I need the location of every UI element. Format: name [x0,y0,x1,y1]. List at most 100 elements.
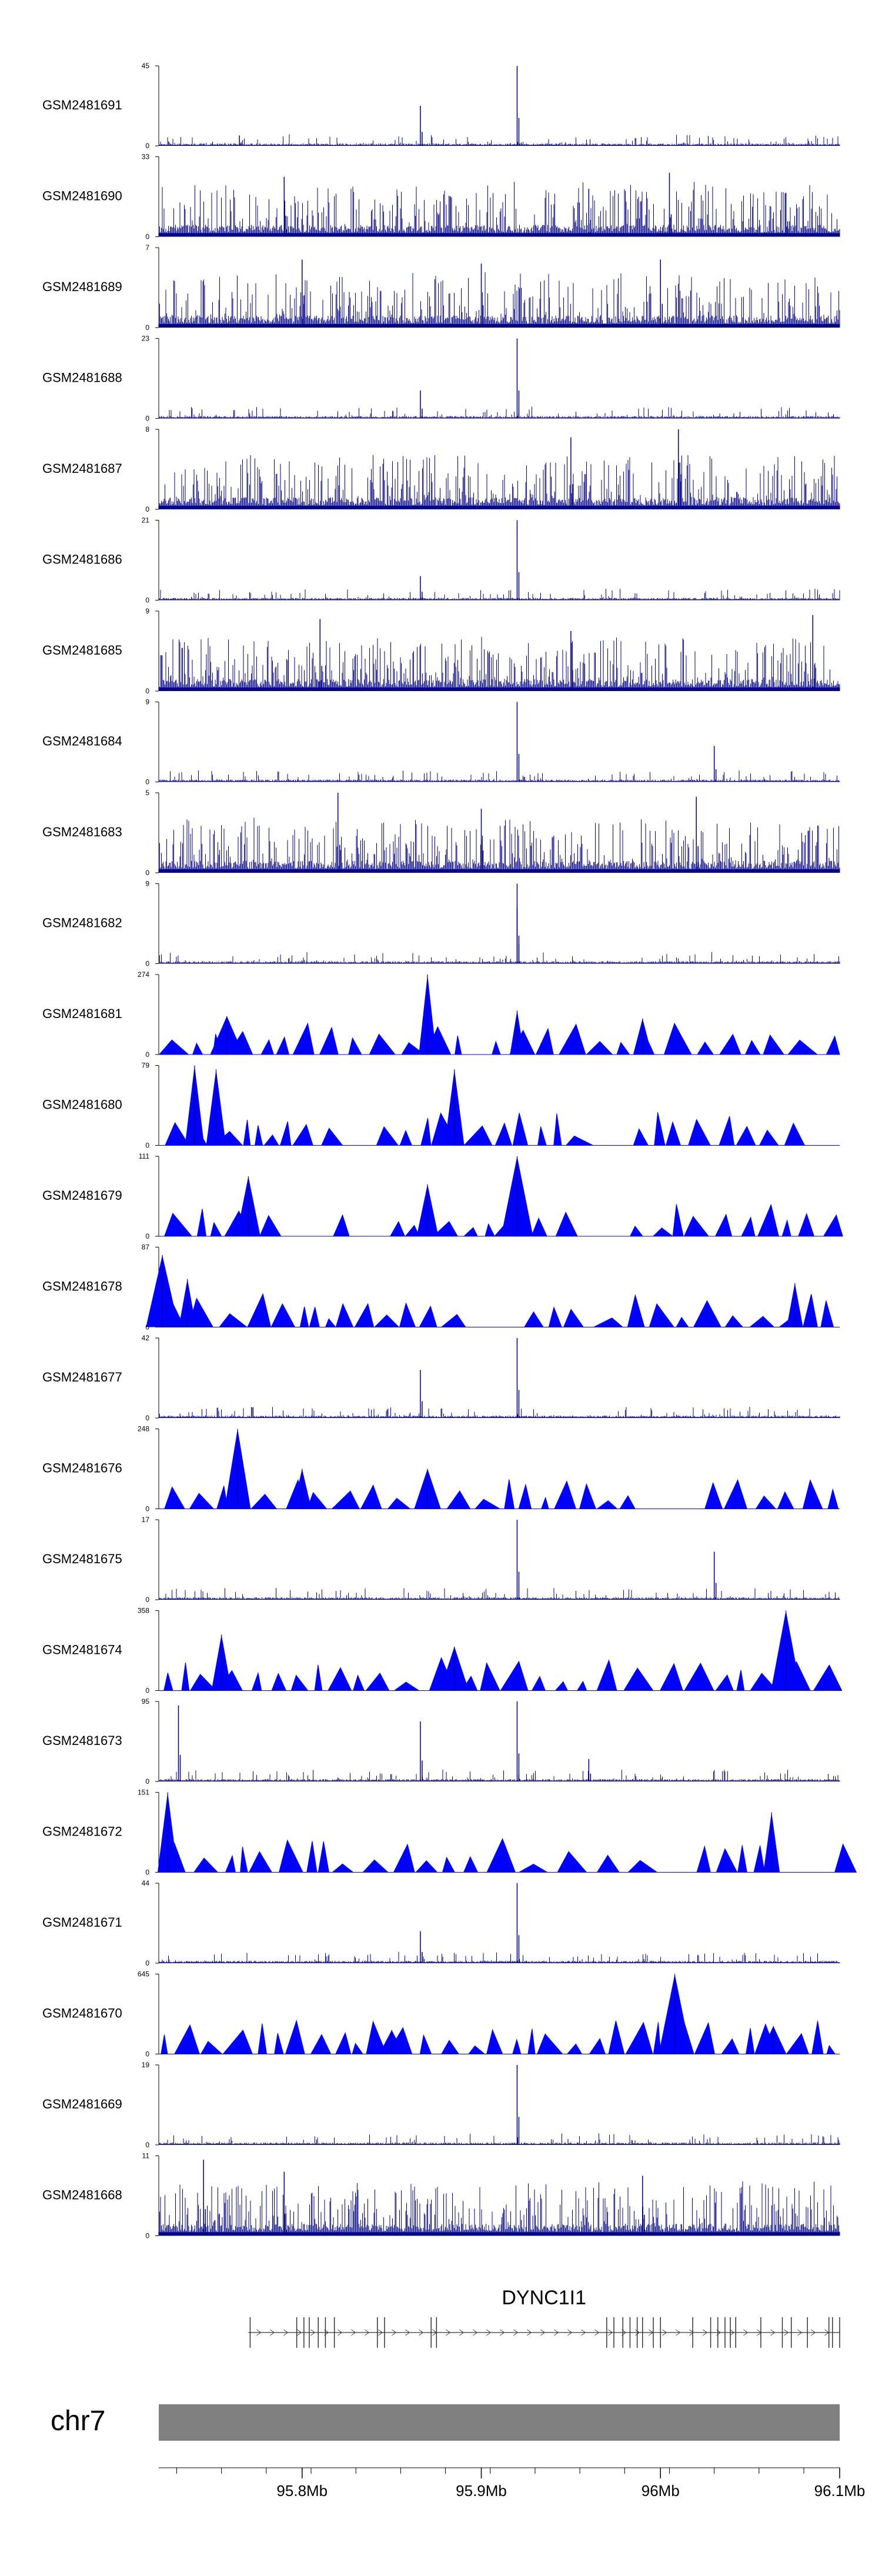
strand-arrow [283,2329,289,2336]
track-label: GSM2481677 [42,1370,122,1384]
coverage-baseline [159,2144,840,2145]
strand-arrow [689,2329,694,2336]
strand-arrow [486,2329,492,2336]
coverage-track: GSM2481683 5 0 [42,789,840,877]
track-label: GSM2481690 [42,188,122,203]
coverage-bars [158,1769,840,1781]
coverage-track: GSM2481679 111 0 [42,1152,843,1240]
track-label: GSM2481686 [42,552,122,566]
strand-arrow [743,2329,749,2336]
y-max-label: 9 [145,698,149,706]
coverage-bars [158,406,840,419]
y-max-label: 79 [142,1062,150,1070]
coverage-track: GSM2481675 17 0 [42,1516,840,1604]
coverage-bars [158,1951,840,1963]
track-label: GSM2481668 [42,2187,122,2202]
coverage-track: GSM2481680 79 0 [42,1062,840,1150]
y-max-label: 151 [138,1788,149,1797]
strand-arrow [459,2329,465,2336]
track-label: GSM2481671 [42,1915,122,1930]
coverage-baseline [159,145,840,146]
y-min-label: 0 [145,415,149,423]
y-max-label: 8 [145,425,149,433]
coverage-track: GSM2481678870 [42,1243,840,1332]
track-label: GSM2481688 [42,370,122,385]
strand-arrow [567,2329,573,2336]
y-min-label: 0 [145,2141,149,2149]
coverage-bars [158,770,840,782]
coverage-baseline [159,1599,840,1600]
y-min-label: 0 [145,778,149,786]
track-label: GSM2481685 [42,643,122,658]
y-max-label: 5 [145,789,149,797]
y-min-label: 0 [145,687,149,695]
y-min-label: 0 [145,1596,149,1604]
y-max-label: 23 [142,335,150,343]
track-label: GSM2481674 [42,1642,122,1657]
coverage-track: GSM2481672 151 0 [42,1788,857,1877]
coverage-baseline [159,781,840,782]
coverage-bars [158,1588,840,1600]
track-label: GSM2481676 [42,1460,122,1475]
coverage-area [159,1112,840,1146]
strand-arrow [270,2329,275,2336]
strand-arrow [419,2329,424,2336]
strand-arrow [338,2329,343,2336]
strand-arrow [797,2329,803,2336]
coverage-baseline [159,687,840,691]
coverage-track: GSM2481668 11 0 [42,2152,840,2240]
y-min-label: 0 [145,1868,149,1877]
track-label: GSM2481683 [42,825,122,839]
coverage-track: GSM2481690 33 0 [42,153,840,241]
strand-arrow [297,2329,302,2336]
coverage-bars [158,455,840,509]
y-max-label: 17 [142,1516,150,1524]
strand-arrow [554,2329,559,2336]
gene-annotation-track: DYNC1I1 [248,2287,840,2348]
coverage-track: GSM2481691 45 0 [42,62,840,150]
y-max-label: 111 [139,1152,150,1160]
strand-arrow [473,2329,478,2336]
y-min-label: 0 [145,1505,149,1513]
gene-body [248,2317,840,2348]
strand-arrow [378,2329,383,2336]
chromosome-label: chr7 [51,2405,105,2437]
coverage-track: GSM2481673 95 0 [42,1697,840,1786]
coverage-track: GSM2481685 9 0 [42,607,840,695]
track-label: GSM2481691 [42,98,122,112]
y-max-label: 42 [142,1334,150,1342]
coverage-bars [158,817,840,873]
strand-arrow [256,2329,262,2336]
coverage-area [159,2019,840,2054]
coverage-baseline [159,1417,840,1418]
coverage-track: GSM2481671 44 0 [42,1879,840,1967]
strand-arrow [594,2329,600,2336]
coverage-track: GSM2481682 9 0 [42,880,840,968]
coverage-area [159,1203,843,1237]
strand-arrow [310,2329,316,2336]
strand-arrow [608,2329,613,2336]
coverage-track: GSM2481676 248 0 [42,1425,840,1513]
y-min-label: 0 [145,1687,149,1695]
chromosome-ideogram-track: chr7 [51,2404,840,2441]
coverage-track: GSM2481689 7 0 [42,243,840,332]
y-min-label: 0 [145,233,149,241]
y-max-label: 645 [138,1970,149,1978]
track-label: GSM2481682 [42,915,122,930]
coverage-bars [158,1407,840,1418]
y-max-label: 11 [142,2152,150,2160]
coverage-bars [158,636,840,691]
y-max-label: 9 [145,880,149,888]
coverage-baseline [159,233,840,237]
strand-arrow [811,2329,816,2336]
y-min-label: 0 [145,323,149,332]
strand-arrow [662,2329,667,2336]
coverage-area [159,1657,843,1691]
y-min-label: 0 [145,2050,149,2058]
coverage-baseline [159,505,840,509]
strand-arrow [365,2329,370,2336]
y-max-label: 9 [145,607,149,615]
y-max-label: 87 [142,1243,150,1252]
x-axis-tick-label: 96.1Mb [814,2482,866,2500]
